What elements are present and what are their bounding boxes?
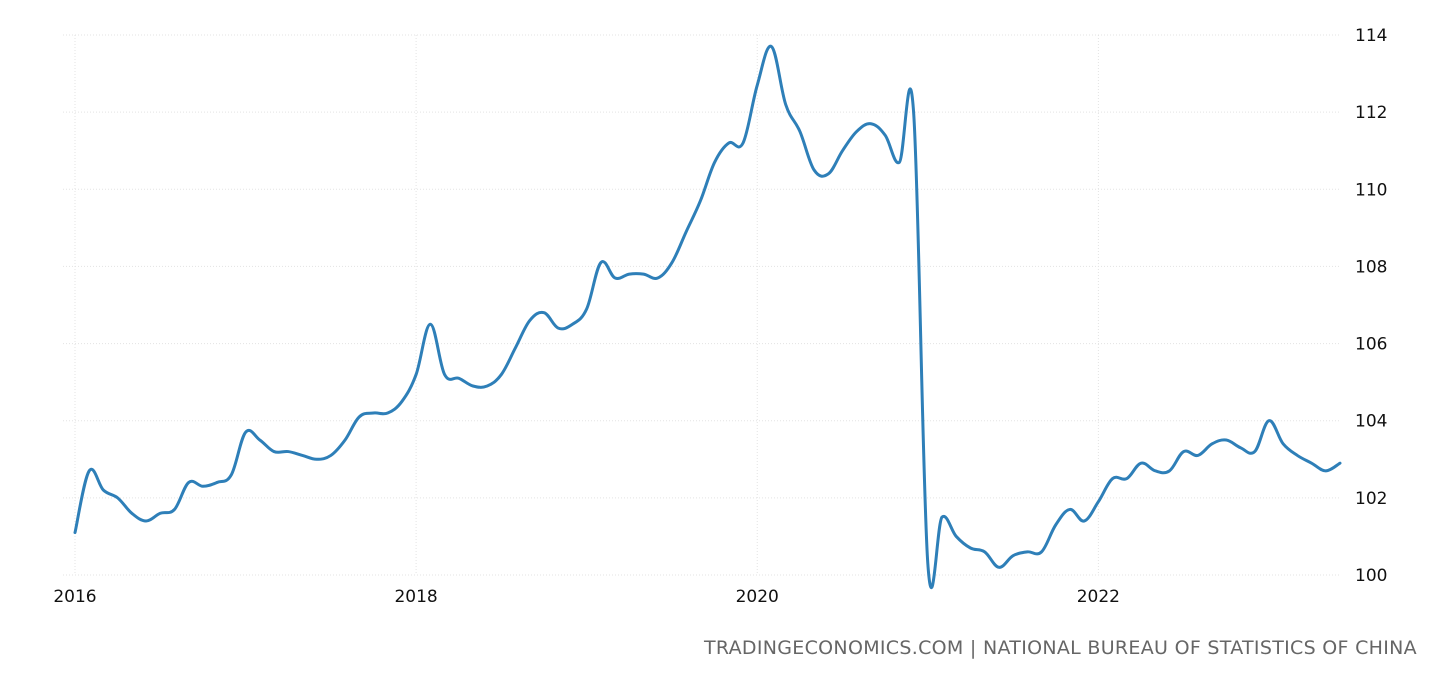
x-tick-label: 2016 (53, 587, 96, 607)
series-line (73, 45, 1342, 589)
y-tick-label: 108 (1355, 257, 1387, 277)
y-tick-label: 110 (1355, 180, 1387, 200)
y-tick-label: 112 (1355, 103, 1387, 123)
source-credit: TRADINGECONOMICS.COM | NATIONAL BUREAU O… (704, 637, 1417, 659)
y-tick-label: 114 (1355, 26, 1387, 46)
y-tick-label: 102 (1355, 489, 1387, 509)
y-axis: 100 102 104 106 108 110 112 114 (1355, 26, 1387, 586)
x-tick-label: 2018 (394, 587, 437, 607)
y-tick-label: 106 (1355, 335, 1387, 355)
y-tick-label: 104 (1355, 412, 1387, 432)
x-tick-label: 2022 (1077, 587, 1120, 607)
series-layer (73, 45, 1342, 589)
x-tick-label: 2020 (736, 587, 779, 607)
grid-lines (63, 34, 1340, 576)
x-axis: 2016 2018 2020 2022 (53, 587, 1120, 607)
y-tick-label: 100 (1355, 566, 1387, 586)
